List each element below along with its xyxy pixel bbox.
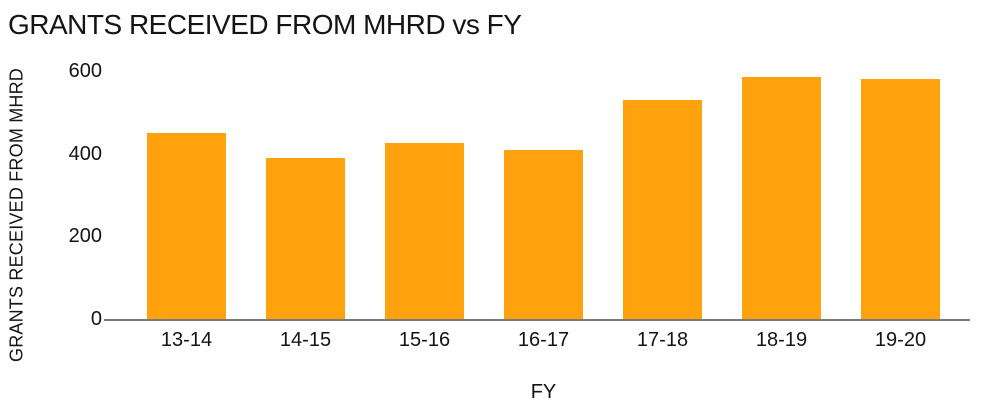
y-tick-label: 0	[90, 308, 102, 330]
bar-14-15	[266, 157, 345, 319]
x-axis-title: FY	[530, 381, 557, 403]
x-tick-label: 19-20	[874, 329, 927, 351]
bar-17-18	[623, 99, 702, 319]
y-axis-title: GRANTS RECEIVED FROM MHRD	[6, 67, 27, 362]
y-tick-label: 600	[68, 60, 102, 82]
bar-15-16	[385, 143, 464, 319]
bar-13-14	[147, 133, 226, 319]
bar-19-20	[861, 79, 940, 319]
chart-title: GRANTS RECEIVED FROM MHRD vs FY	[8, 9, 522, 40]
x-tick-label: 17-18	[636, 329, 689, 351]
x-tick-label: 15-16	[398, 329, 451, 351]
bar-18-19	[742, 77, 821, 319]
bar-16-17	[504, 149, 583, 319]
x-tick-label: 13-14	[160, 329, 213, 351]
y-tick-label: 200	[68, 225, 102, 248]
y-tick-label: 400	[68, 142, 102, 165]
x-tick-label: 18-19	[755, 329, 808, 351]
x-tick-label: 16-17	[517, 329, 570, 351]
x-tick-label: 14-15	[279, 329, 332, 351]
x-axis-line	[104, 319, 970, 321]
